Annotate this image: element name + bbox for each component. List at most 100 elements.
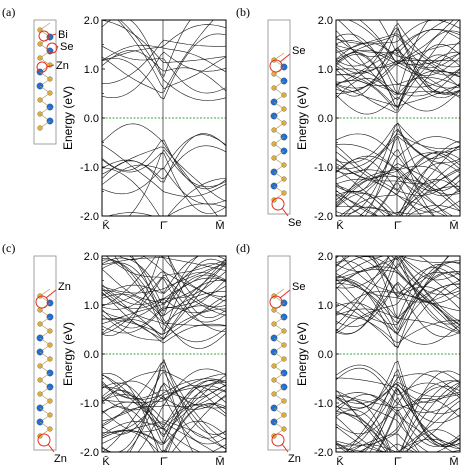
band-curve: [336, 53, 460, 89]
band-curve: [341, 256, 450, 294]
band-curve: [336, 29, 460, 86]
band-curve: [336, 437, 460, 452]
figure-panel-a: (a) Bi Se Zn 2.0 1.0 0.0 -1.0 -2.0 K̄ Γ̄ M̄ Energy (…: [0, 0, 233, 236]
panel-label: (b): [236, 5, 250, 19]
band-curve: [378, 20, 460, 54]
band-curve: [102, 257, 226, 271]
band-curve: [336, 256, 407, 289]
band-curve: [336, 394, 460, 418]
band-curve: [102, 168, 226, 205]
band-curve: [336, 143, 435, 216]
band-structure-plot: (d) Se Zn 2.0 1.0 0.0 -1.0 -2.0K̄ Γ̄ M̄ Energy (eV…: [236, 241, 461, 468]
band-curve: [336, 163, 460, 185]
band-curve: [102, 361, 226, 440]
atom-label: Zn: [58, 281, 71, 293]
panel-label: (a): [2, 5, 15, 19]
marker-arrow: [279, 53, 291, 63]
band-curve: [336, 383, 460, 452]
band-curve: [102, 308, 226, 335]
atom-label: Bi: [58, 29, 68, 41]
band-curve: [336, 370, 460, 452]
band-curve: [336, 30, 460, 111]
band-curve: [102, 381, 226, 433]
band-curve: [336, 379, 460, 452]
atom-marker-circle: [35, 295, 49, 309]
band-curve: [336, 256, 460, 312]
marker-arrow: [279, 289, 291, 299]
x-tick-label: Γ̄: [160, 456, 168, 468]
band-curve: [102, 318, 226, 344]
band-curve: [102, 371, 226, 452]
band-curve: [336, 388, 460, 450]
band-curve: [348, 20, 460, 64]
y-tick-label: 0.0: [84, 349, 99, 361]
band-curve: [102, 271, 226, 305]
y-tick-label: 0.0: [84, 113, 99, 125]
atom-label: Se: [60, 41, 73, 53]
band-curve: [336, 40, 460, 87]
band-curve: [336, 23, 460, 83]
band-curve: [137, 388, 226, 452]
band-curve: [336, 28, 460, 97]
band-curve: [336, 364, 460, 398]
band-curve: [102, 256, 157, 307]
band-curve: [102, 279, 226, 329]
band-curve: [131, 256, 226, 325]
y-tick-label: 2.0: [318, 251, 333, 263]
band-curve: [102, 134, 226, 185]
band-curve: [336, 160, 460, 216]
marker-arrow: [48, 33, 57, 37]
band-curve: [102, 271, 226, 332]
y-tick-label: -1.0: [80, 398, 99, 410]
band-curve: [336, 59, 460, 94]
band-curve: [336, 151, 460, 213]
band-curve: [336, 256, 460, 325]
band-plot-area: 2.0 1.0 0.0 -1.0 -2.0K̄ Γ̄ M̄ Energy (eV): [295, 251, 461, 468]
band-curve: [336, 384, 460, 452]
band-curve: [336, 84, 460, 107]
band-curve: [336, 90, 460, 115]
band-curve: [102, 378, 226, 422]
atom-label: Se: [292, 281, 305, 293]
x-tick-label: Γ̄: [394, 220, 402, 232]
band-curve: [349, 386, 460, 452]
figure-panel-c: (c) Zn Zn 2.0 1.0 0.0 -1.0 -2.0 K̄ Γ̄ M̄ Energy (eV…: [0, 236, 233, 472]
y-tick-label: -2.0: [314, 447, 333, 459]
band-curve: [102, 50, 226, 92]
band-curve: [102, 44, 226, 73]
atom-label: Se: [288, 217, 301, 229]
supercell-frame: [33, 255, 57, 451]
band-curve: [102, 373, 226, 452]
band-curve: [102, 146, 226, 202]
x-tick-label: M̄: [215, 219, 224, 232]
band-curve: [336, 152, 460, 191]
band-curve: [102, 45, 226, 94]
marker-arrow: [46, 64, 55, 68]
band-curve: [102, 263, 226, 294]
band-curve: [336, 178, 460, 215]
band-curve: [336, 256, 460, 289]
band-curve: [336, 33, 460, 78]
band-curve: [336, 396, 460, 435]
band-curve: [102, 133, 226, 183]
band-curve: [363, 397, 460, 452]
band-curve: [336, 282, 460, 319]
band-curve: [336, 256, 460, 325]
band-curve: [343, 163, 460, 216]
band-curve: [119, 20, 226, 101]
band-curve: [336, 256, 460, 310]
band-curve: [336, 168, 460, 216]
marker-arrow: [45, 289, 57, 299]
band-curve: [102, 381, 226, 452]
y-tick-label: -1.0: [314, 162, 333, 174]
band-curve: [369, 388, 460, 452]
y-axis-label: Energy (eV): [295, 86, 309, 150]
band-curve: [102, 386, 202, 452]
band-curve: [102, 379, 226, 445]
band-curve: [128, 149, 226, 216]
band-curve: [102, 383, 226, 445]
atom-marker-circle: [37, 433, 51, 447]
band-curve: [102, 373, 226, 403]
band-curve: [102, 364, 194, 452]
panel-label: (c): [2, 241, 15, 255]
